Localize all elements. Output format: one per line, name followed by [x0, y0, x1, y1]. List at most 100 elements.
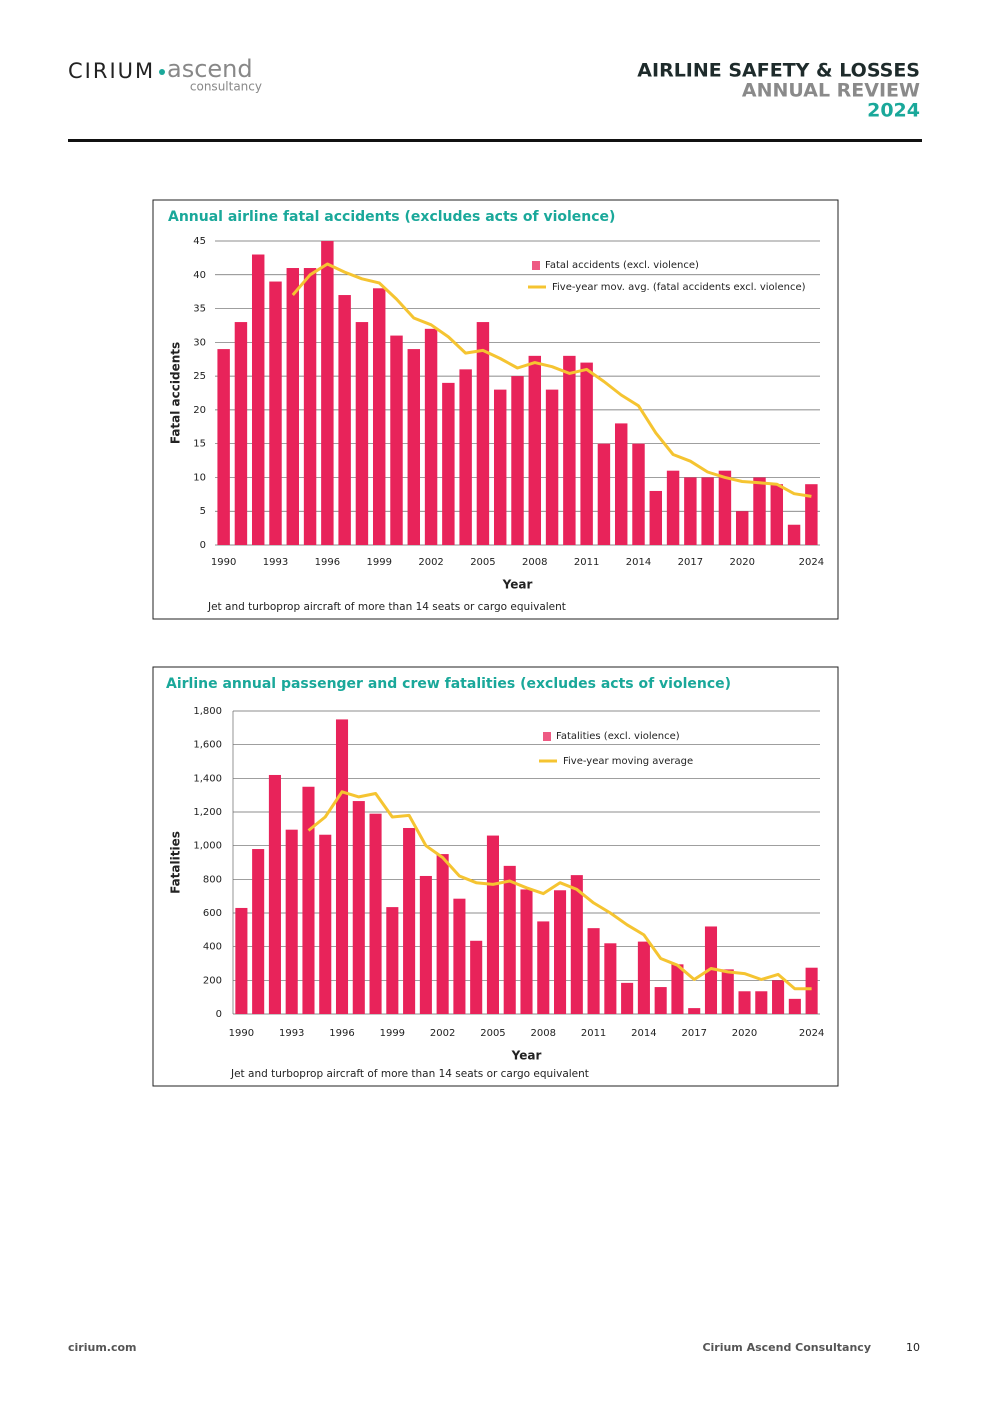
y-tick-label: 5 — [200, 506, 206, 517]
y-tick-label: 1,000 — [193, 841, 222, 852]
y-tick-label: 1,400 — [193, 773, 222, 784]
x-tick-label: 1996 — [315, 557, 340, 568]
bar — [597, 443, 611, 545]
logo-tag: consultancy — [190, 80, 262, 94]
bar — [493, 389, 507, 545]
bar — [805, 967, 818, 1014]
bar — [735, 511, 749, 545]
bar — [403, 827, 416, 1014]
bar — [570, 875, 583, 1014]
y-tick-label: 30 — [193, 337, 206, 348]
bar — [503, 865, 516, 1014]
bar — [684, 477, 697, 545]
bar — [321, 241, 334, 545]
bar — [688, 1008, 701, 1014]
y-axis-label: Fatal accidents — [169, 342, 183, 444]
bar — [390, 335, 403, 545]
bar — [701, 477, 714, 545]
bar — [520, 889, 533, 1014]
legend-label: Fatalities (excl. violence) — [556, 731, 680, 742]
bar — [372, 288, 386, 545]
legend-label: Five-year mov. avg. (fatal accidents exc… — [552, 282, 806, 293]
x-axis-label: Year — [511, 1049, 542, 1063]
moving-average-line — [307, 790, 812, 991]
bar — [649, 490, 663, 545]
bar — [302, 786, 315, 1014]
y-tick-label: 200 — [203, 975, 222, 986]
bar — [252, 849, 265, 1014]
y-tick-label: 0 — [200, 540, 206, 551]
bar — [386, 907, 399, 1014]
bar — [459, 369, 472, 545]
bar — [217, 349, 230, 545]
bar — [604, 943, 617, 1014]
logo-main: CIRIUM — [68, 59, 155, 83]
bar — [369, 813, 382, 1014]
chart-frame — [152, 666, 839, 1087]
y-tick-label: 1,200 — [193, 807, 222, 818]
source-note: Jet and turboprop aircraft of more than … — [230, 1068, 589, 1080]
bar — [303, 268, 317, 545]
bar — [632, 443, 645, 545]
footer-site: cirium.com — [68, 1341, 137, 1354]
x-tick-label: 2020 — [732, 1028, 757, 1039]
footer-company: Cirium Ascend Consultancy — [702, 1341, 871, 1354]
page-number: 10 — [906, 1341, 920, 1354]
bar — [319, 834, 332, 1014]
chart-title: Airline annual passenger and crew fatali… — [166, 676, 731, 692]
bar — [537, 921, 550, 1014]
x-tick-label: 1999 — [366, 557, 391, 568]
bar — [738, 991, 751, 1014]
bar — [286, 268, 300, 545]
bar — [234, 322, 248, 545]
bar — [563, 355, 576, 545]
x-tick-label: 2005 — [480, 1028, 505, 1039]
x-tick-label: 2002 — [430, 1028, 455, 1039]
bar — [424, 328, 438, 545]
bar — [580, 362, 593, 545]
source-note: Jet and turboprop aircraft of more than … — [207, 601, 566, 613]
bar — [355, 322, 369, 545]
bar — [614, 423, 628, 545]
header-rule — [68, 139, 922, 142]
bar — [587, 928, 600, 1014]
bar — [721, 969, 734, 1014]
x-tick-label: 2014 — [626, 557, 651, 568]
legend-swatch — [543, 732, 551, 741]
y-tick-label: 20 — [193, 405, 206, 416]
x-tick-label: 2002 — [418, 557, 443, 568]
y-tick-label: 25 — [193, 371, 206, 382]
bar — [476, 322, 490, 545]
x-tick-label: 1993 — [263, 557, 288, 568]
moving-average-line — [291, 262, 812, 498]
bar — [470, 940, 483, 1014]
doc-title: AIRLINE SAFETY & LOSSES — [637, 60, 920, 82]
bar — [805, 484, 818, 545]
x-tick-label: 1993 — [279, 1028, 304, 1039]
x-tick-label: 2024 — [799, 1028, 824, 1039]
y-tick-label: 600 — [203, 908, 222, 919]
x-tick-label: 1999 — [380, 1028, 405, 1039]
y-axis-label: Fatalities — [169, 831, 183, 894]
legend-label: Five-year moving average — [563, 756, 693, 767]
x-tick-label: 2011 — [574, 557, 599, 568]
bar — [285, 829, 298, 1014]
bar — [436, 854, 449, 1014]
bar — [407, 349, 421, 545]
y-tick-label: 1,600 — [193, 740, 222, 751]
logo-dot — [159, 69, 165, 75]
y-tick-label: 40 — [193, 270, 206, 281]
bar — [419, 875, 432, 1014]
bar — [755, 991, 768, 1014]
y-tick-label: 15 — [193, 439, 206, 450]
y-tick-label: 10 — [193, 472, 206, 483]
bar — [486, 835, 499, 1014]
bar — [442, 382, 455, 545]
x-tick-label: 2020 — [729, 557, 754, 568]
bar — [453, 898, 466, 1014]
x-tick-label: 2008 — [522, 557, 547, 568]
x-tick-label: 1990 — [229, 1028, 254, 1039]
doc-subtitle: ANNUAL REVIEW — [742, 80, 920, 102]
y-tick-label: 45 — [193, 236, 206, 247]
